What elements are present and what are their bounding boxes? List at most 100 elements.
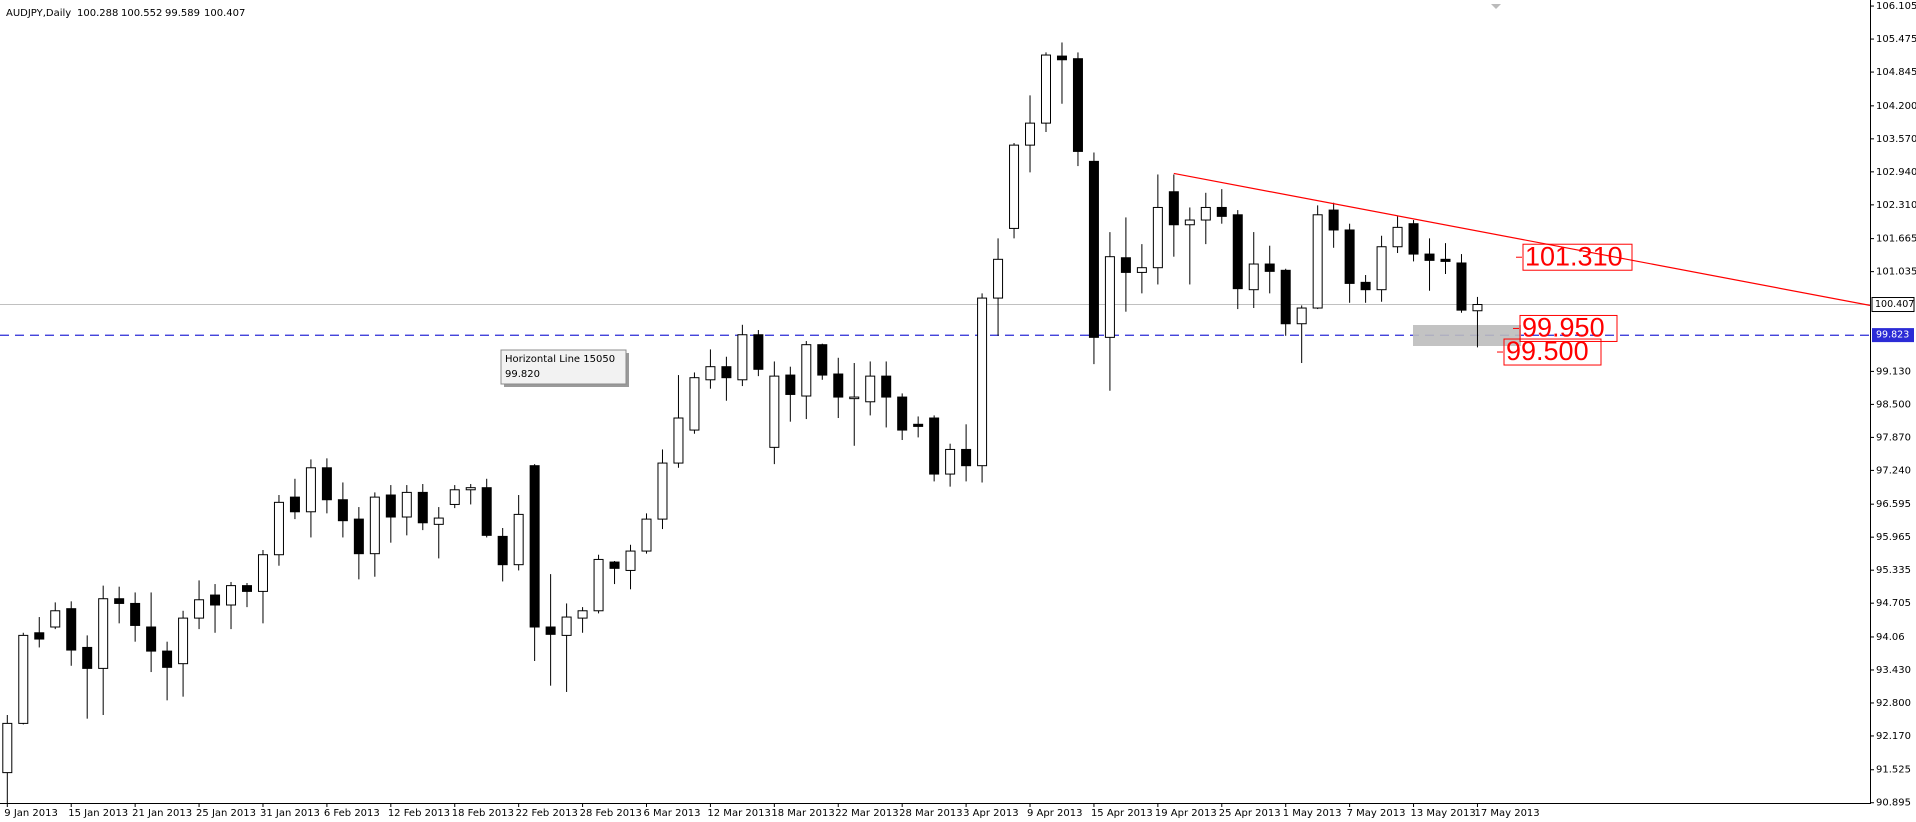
x-tick-label: 15 Apr 2013 [1091, 808, 1153, 819]
x-tick-label: 31 Jan 2013 [260, 808, 320, 819]
candle-body [1088, 160, 1099, 338]
candle-body [833, 373, 844, 398]
annotation-box [1519, 314, 1618, 342]
candle-body [577, 610, 588, 619]
candle-body [433, 517, 444, 525]
plot-area [0, 42, 1870, 803]
candle-body [609, 561, 620, 569]
y-tick-label: 92.800 [1876, 698, 1911, 709]
annotation-box [1522, 243, 1633, 271]
ohlc-high: 100.552 [121, 8, 162, 19]
tooltip [500, 349, 627, 385]
y-tick-label: 91.525 [1876, 765, 1911, 776]
zone-box [1413, 325, 1521, 346]
y-tick-label: 101.665 [1876, 234, 1916, 245]
candle-body [178, 617, 189, 665]
bid-label-box [1871, 297, 1915, 313]
x-tick-label: 18 Feb 2013 [452, 808, 514, 819]
annotation-box [1503, 338, 1602, 366]
x-tick-label: 7 May 2013 [1347, 808, 1406, 819]
scroll-marker [1491, 4, 1501, 9]
x-tick-label: 6 Feb 2013 [324, 808, 380, 819]
candle-body [66, 608, 77, 651]
candle-body [1392, 226, 1403, 248]
annotation-label: 101.310 [1525, 241, 1623, 271]
candle-body [545, 626, 556, 635]
candle-body [1296, 307, 1307, 325]
y-tick-label: 104.845 [1876, 67, 1916, 78]
candle-body [1360, 281, 1371, 291]
x-tick-label: 18 Mar 2013 [771, 808, 834, 819]
candle-body [513, 513, 524, 566]
candle-body [1120, 257, 1131, 273]
candle-body [1248, 263, 1259, 291]
y-tick-label: 102.940 [1876, 167, 1916, 178]
candle-body [497, 535, 508, 566]
trend-line [1173, 172, 1870, 306]
y-tick-label: 101.035 [1876, 267, 1916, 278]
tooltip-value: 99.820 [505, 369, 540, 380]
x-tick-label: 1 May 2013 [1283, 808, 1342, 819]
candle-body [625, 550, 636, 571]
candle-body [257, 554, 268, 592]
candle-body [1264, 263, 1275, 272]
candle-body [1312, 214, 1323, 309]
candle-body [881, 375, 892, 398]
candle-body [673, 417, 684, 464]
candle-body [130, 602, 141, 626]
candle-body [353, 518, 364, 555]
candle-body [977, 297, 988, 467]
candle-body [242, 585, 252, 592]
y-tick-label: 93.430 [1876, 665, 1911, 676]
candle-body [689, 377, 700, 431]
tooltip-name: Horizontal Line 15050 [505, 354, 615, 365]
candle-body [1072, 58, 1083, 152]
candle-body [337, 499, 348, 522]
candle-body [98, 598, 109, 669]
candle-body [1200, 206, 1211, 221]
y-tick-label: 96.595 [1876, 499, 1911, 510]
candle-body [321, 467, 332, 501]
candle-body [641, 518, 652, 552]
y-tick-label: 105.475 [1876, 34, 1916, 45]
x-tick-label: 22 Feb 2013 [516, 808, 578, 819]
hline-label: 99.823 [1876, 330, 1909, 341]
x-tick-label: 28 Mar 2013 [899, 808, 962, 819]
x-tick-label: 15 Jan 2013 [68, 808, 128, 819]
candle-body [1344, 229, 1355, 284]
candle-body [785, 374, 796, 395]
y-tick-label: 90.895 [1876, 798, 1911, 809]
candle-body [737, 334, 748, 381]
candle-body [849, 396, 860, 400]
candle-body [865, 375, 876, 403]
candle-body [721, 366, 732, 379]
candle-body [34, 632, 45, 640]
x-tick-label: 28 Feb 2013 [580, 808, 642, 819]
candle-body [529, 465, 540, 628]
x-tick-label: 17 May 2013 [1474, 808, 1539, 819]
annotation-label: 99.950 [1522, 313, 1605, 343]
candle-body [417, 491, 428, 524]
y-tick-label: 104.200 [1876, 101, 1916, 112]
y-tick-label: 99.130 [1876, 366, 1911, 377]
chart-title: AUDJPY,Daily [6, 8, 71, 19]
candle-body [1041, 54, 1051, 124]
candle-body [1376, 246, 1387, 291]
x-tick-label: 22 Mar 2013 [835, 808, 898, 819]
candle-body [146, 626, 157, 652]
y-tick-label: 94.705 [1876, 598, 1911, 609]
candle-body [897, 396, 908, 431]
y-tick-label: 102.310 [1876, 200, 1916, 211]
candle-body [801, 344, 812, 397]
candle-body [1280, 269, 1291, 325]
y-tick-label: 106.105 [1876, 1, 1916, 12]
candle-body [753, 334, 764, 370]
x-tick-label: 19 Apr 2013 [1155, 808, 1217, 819]
candle-body [305, 467, 316, 513]
y-tick-label: 92.170 [1876, 731, 1911, 742]
x-tick-label: 12 Mar 2013 [707, 808, 770, 819]
candle-body [1232, 214, 1243, 290]
candle-body [194, 599, 205, 619]
candle-body [1408, 223, 1419, 255]
